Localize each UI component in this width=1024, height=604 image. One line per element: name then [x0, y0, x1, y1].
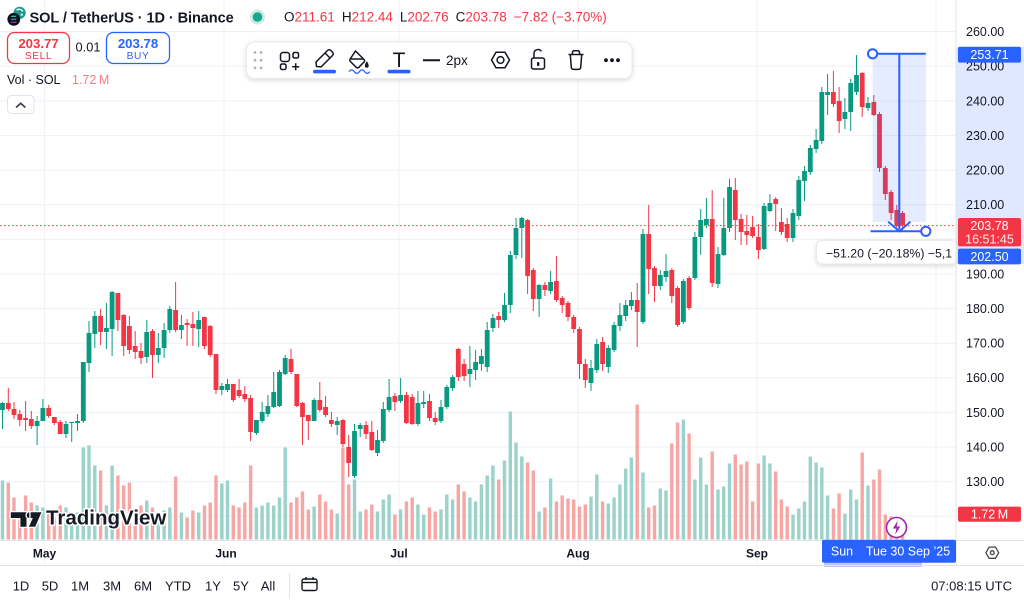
svg-text:203.78: 203.78: [118, 36, 158, 51]
svg-text:203.77: 203.77: [18, 36, 58, 51]
svg-text:Vol · SOL: Vol · SOL: [7, 73, 61, 87]
svg-text:TradingView: TradingView: [46, 507, 166, 530]
svg-text:All: All: [261, 579, 276, 594]
svg-text:Jul: Jul: [390, 547, 407, 561]
svg-text:170.00: 170.00: [966, 337, 1004, 351]
svg-text:May: May: [33, 547, 57, 561]
svg-text:0.01: 0.01: [76, 40, 101, 55]
svg-text:07:08:15 UTC: 07:08:15 UTC: [931, 579, 1012, 594]
svg-text:1.72 M: 1.72 M: [971, 507, 1008, 521]
svg-text:240.00: 240.00: [966, 94, 1004, 108]
svg-text:SELL: SELL: [25, 51, 52, 62]
svg-text:202.50: 202.50: [970, 250, 1008, 264]
svg-text:150.00: 150.00: [966, 406, 1004, 420]
svg-text:2px: 2px: [446, 53, 468, 68]
svg-text:140.00: 140.00: [966, 440, 1004, 454]
svg-text:250.00: 250.00: [966, 59, 1004, 73]
svg-text:SOL / TetherUS · 1D · Binance: SOL / TetherUS · 1D · Binance: [30, 10, 234, 26]
svg-text:1M: 1M: [71, 579, 89, 594]
svg-text:5Y: 5Y: [233, 579, 249, 594]
svg-text:253.71: 253.71: [970, 48, 1008, 62]
svg-text:210.00: 210.00: [966, 198, 1004, 212]
svg-text:BUY: BUY: [127, 51, 150, 62]
svg-text:203.78: 203.78: [970, 219, 1008, 233]
svg-text:Sun: Sun: [831, 545, 853, 559]
svg-text:6M: 6M: [134, 579, 152, 594]
svg-text:130.00: 130.00: [966, 475, 1004, 489]
svg-text:1.72 M: 1.72 M: [72, 73, 109, 87]
svg-text:1Y: 1Y: [205, 579, 221, 594]
svg-text:T: T: [393, 49, 406, 72]
svg-text:Sep: Sep: [746, 547, 768, 561]
svg-text:Aug: Aug: [566, 547, 589, 561]
svg-text:3M: 3M: [103, 579, 121, 594]
svg-text:160.00: 160.00: [966, 371, 1004, 385]
svg-text:190.00: 190.00: [966, 267, 1004, 281]
svg-text:−51.20 (−20.18%) −5,1: −51.20 (−20.18%) −5,1: [826, 247, 952, 261]
svg-text:Tue 30 Sep ’25: Tue 30 Sep ’25: [866, 545, 950, 559]
svg-text:YTD: YTD: [165, 579, 191, 594]
svg-text:260.00: 260.00: [966, 25, 1004, 39]
svg-text:220.00: 220.00: [966, 164, 1004, 178]
svg-text:180.00: 180.00: [966, 302, 1004, 316]
svg-text:230.00: 230.00: [966, 129, 1004, 143]
svg-text:Jun: Jun: [215, 547, 236, 561]
svg-text:16:51:45: 16:51:45: [965, 233, 1014, 247]
svg-text:5D: 5D: [42, 579, 59, 594]
svg-text:1D: 1D: [13, 579, 30, 594]
